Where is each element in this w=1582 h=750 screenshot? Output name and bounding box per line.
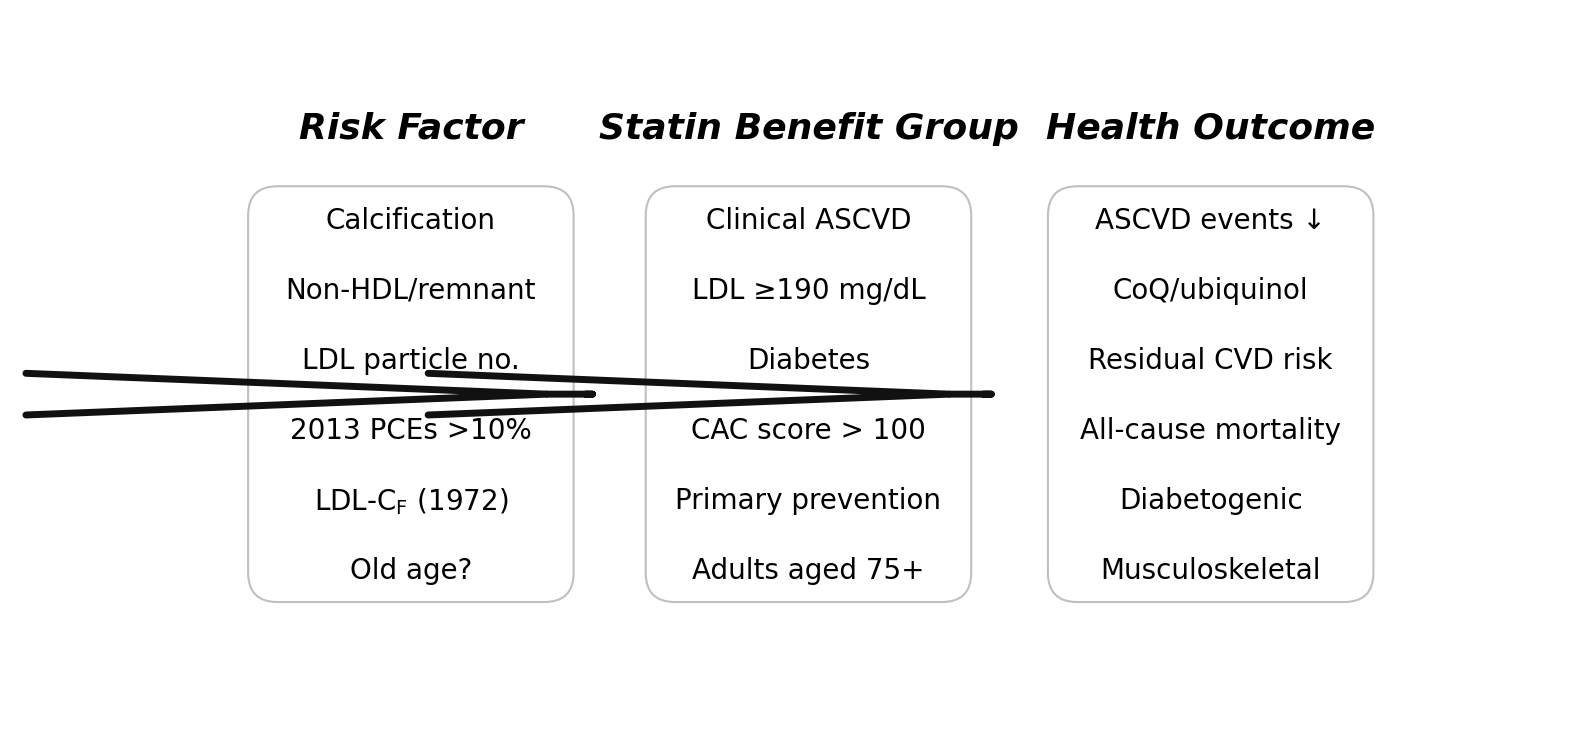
Text: 2013 PCEs >10%: 2013 PCEs >10% [290, 417, 532, 445]
Text: Residual CVD risk: Residual CVD risk [1088, 347, 1334, 375]
Text: LDL particle no.: LDL particle no. [302, 347, 520, 375]
FancyBboxPatch shape [1047, 186, 1373, 602]
Text: Clinical ASCVD: Clinical ASCVD [706, 207, 911, 235]
Text: Calcification: Calcification [326, 207, 495, 235]
Text: Diabetes: Diabetes [747, 347, 870, 375]
Text: CAC score > 100: CAC score > 100 [691, 417, 925, 445]
FancyBboxPatch shape [248, 186, 574, 602]
Text: Diabetogenic: Diabetogenic [1118, 488, 1302, 515]
Text: Non-HDL/remnant: Non-HDL/remnant [286, 277, 536, 305]
Text: ASCVD events ↓: ASCVD events ↓ [1095, 207, 1326, 235]
Text: Adults aged 75+: Adults aged 75+ [693, 557, 925, 585]
Text: All-cause mortality: All-cause mortality [1081, 417, 1342, 445]
Text: Health Outcome: Health Outcome [1046, 112, 1375, 146]
Text: Statin Benefit Group: Statin Benefit Group [598, 112, 1019, 146]
Text: Risk Factor: Risk Factor [299, 112, 524, 146]
Text: LDL ≥190 mg/dL: LDL ≥190 mg/dL [691, 277, 925, 305]
Text: Old age?: Old age? [350, 557, 471, 585]
FancyBboxPatch shape [645, 186, 971, 602]
Text: Primary prevention: Primary prevention [676, 488, 941, 515]
Text: Musculoskeletal: Musculoskeletal [1101, 557, 1321, 585]
Text: CoQ/ubiquinol: CoQ/ubiquinol [1112, 277, 1308, 305]
Text: $\mathregular{LDL}$-$\mathregular{C}_\mathregular{F}$ (1972): $\mathregular{LDL}$-$\mathregular{C}_\ma… [313, 486, 508, 517]
